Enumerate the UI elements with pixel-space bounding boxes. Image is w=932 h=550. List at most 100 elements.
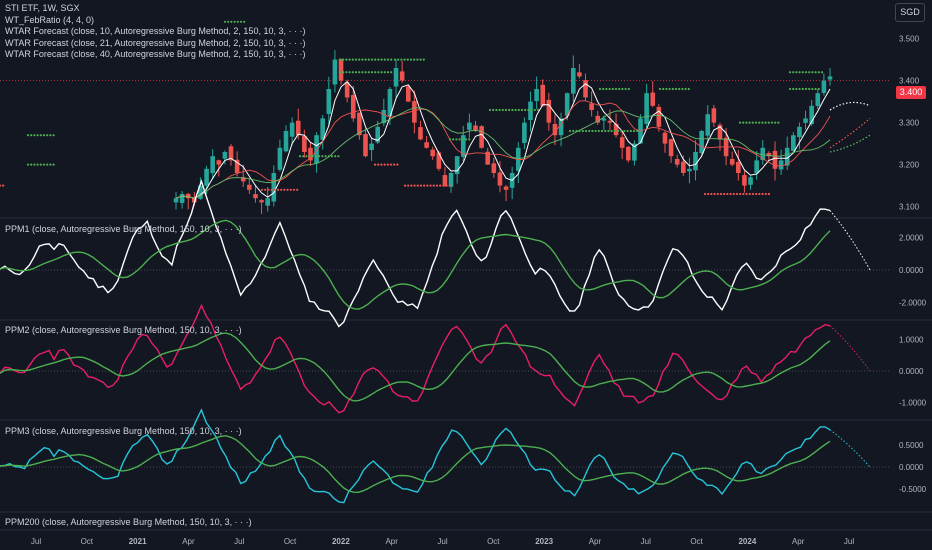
ppm3-tick: 0.0000 — [899, 463, 924, 472]
level-dot — [627, 87, 630, 91]
ma-slow-line — [175, 107, 831, 199]
ppm200-title[interactable]: PPM200 (close, Autoregressive Burg Metho… — [5, 517, 252, 527]
level-dot — [419, 58, 422, 61]
ma-fast-line — [175, 80, 831, 199]
level-dot — [662, 87, 665, 91]
level-dot — [435, 184, 439, 187]
level-dot — [607, 129, 610, 133]
level-dot — [687, 87, 690, 91]
time-tick: Apr — [385, 537, 398, 546]
candle-body — [662, 132, 668, 144]
level-dot — [439, 184, 442, 187]
level-dot — [488, 108, 492, 112]
candle-body — [418, 127, 423, 140]
level-dot — [26, 163, 30, 166]
level-dot — [461, 138, 464, 141]
level-dot — [620, 129, 623, 133]
indicator-label-wt-febratio[interactable]: WT_FebRatio (4, 4, 0) — [5, 14, 95, 25]
candle-body — [424, 142, 429, 148]
level-dot — [758, 192, 761, 196]
forecast-10-line — [829, 101, 871, 111]
level-dot — [49, 134, 52, 137]
level-dot — [374, 71, 377, 74]
level-dot — [764, 121, 767, 124]
ppm1-tick: 2.0000 — [899, 234, 924, 243]
level-dot — [0, 184, 2, 187]
currency-button[interactable]: SGD — [895, 3, 925, 22]
candle-body — [240, 177, 246, 182]
ppm2-title[interactable]: PPM2 (close, Autoregressive Burg Method,… — [5, 325, 242, 335]
candle-body — [283, 131, 289, 152]
level-dot — [389, 163, 393, 166]
level-dot — [621, 87, 624, 91]
candle-body — [827, 76, 833, 80]
level-dot — [367, 58, 370, 61]
level-dot — [623, 129, 626, 133]
symbol-title[interactable]: STI ETF, 1W, SGX — [5, 3, 80, 13]
candle-body — [350, 95, 356, 119]
candle-body — [736, 161, 741, 173]
candle-body — [564, 93, 570, 116]
level-dot — [597, 129, 600, 133]
level-dot — [605, 87, 608, 91]
level-dot — [761, 192, 764, 196]
level-dot — [52, 163, 55, 166]
candle-body — [399, 71, 405, 81]
ppm3-forecast-line — [829, 429, 871, 468]
level-dot — [626, 129, 629, 133]
candle-body — [497, 172, 503, 186]
level-dot — [820, 71, 824, 74]
candle-body — [534, 89, 539, 102]
indicator-label-wtar-21[interactable]: WTAR Forecast (close, 21, Autoregressive… — [5, 37, 306, 48]
candle-body — [607, 120, 613, 123]
level-dot — [377, 163, 380, 166]
ppm2-forecast-line — [829, 325, 871, 372]
candle-body — [644, 93, 649, 124]
level-dot — [36, 134, 39, 137]
level-dot — [739, 192, 742, 196]
level-dot — [361, 71, 364, 74]
indicator-label-wtar-40[interactable]: WTAR Forecast (close, 40, Autoregressive… — [5, 49, 306, 59]
time-tick: Jul — [844, 537, 854, 546]
candle-body — [247, 184, 252, 190]
ppm3-title[interactable]: PPM3 (close, Autoregressive Burg Method,… — [5, 426, 242, 436]
level-dot — [410, 184, 413, 187]
level-dot — [524, 108, 527, 112]
candle-body — [674, 158, 680, 165]
level-dot — [501, 108, 504, 112]
level-dot — [2, 184, 5, 187]
level-dot — [629, 129, 632, 133]
candle-body — [357, 112, 362, 136]
level-dot — [296, 188, 299, 191]
candle-body — [460, 135, 466, 157]
time-tick: 2021 — [129, 537, 147, 546]
level-dot — [273, 188, 276, 191]
level-dot — [377, 58, 380, 61]
indicator-label-wtar-10[interactable]: WTAR Forecast (close, 10, Autoregressive… — [5, 26, 306, 36]
level-dot — [468, 138, 471, 141]
level-dot — [419, 184, 423, 187]
level-dot — [416, 184, 419, 187]
level-dot — [678, 87, 681, 91]
level-dot — [311, 155, 314, 158]
level-dot — [514, 108, 517, 112]
level-dot — [726, 192, 729, 196]
level-dot — [788, 71, 792, 74]
level-dot — [448, 184, 451, 187]
level-dot — [270, 188, 273, 191]
level-dot — [748, 121, 751, 124]
forecast-40-line — [829, 134, 871, 153]
level-dot — [798, 71, 801, 74]
level-dot — [588, 129, 591, 133]
level-dot — [458, 138, 461, 141]
candle-body — [344, 82, 350, 98]
time-tick: Jul — [234, 537, 244, 546]
level-dot — [681, 87, 684, 91]
level-dot — [761, 121, 764, 124]
candle-body — [619, 137, 625, 148]
candle-body — [277, 147, 283, 170]
level-dot — [767, 121, 770, 124]
ppm1-title[interactable]: PPM1 (close, Autoregressive Burg Method,… — [5, 224, 242, 234]
level-dot — [390, 58, 393, 61]
